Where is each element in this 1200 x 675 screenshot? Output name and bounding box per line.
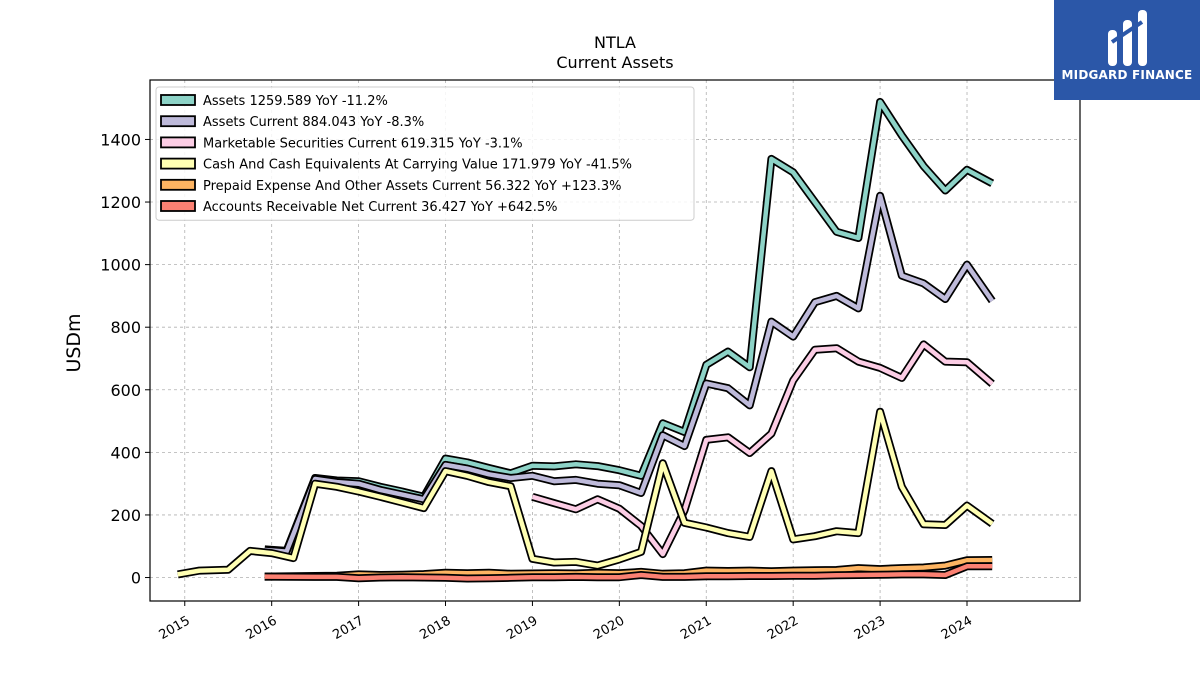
- series-5: [264, 562, 993, 583]
- legend-swatch: [160, 115, 196, 128]
- legend-label: Assets Current 884.043 YoY -8.3%: [203, 115, 424, 130]
- series-line: [177, 409, 994, 577]
- legend-label: Prepaid Expense And Other Assets Current…: [203, 179, 621, 194]
- y-tick-label: 800: [110, 318, 141, 337]
- legend-swatch: [160, 94, 196, 106]
- legend: Assets 1259.589 YoY -11.2% Assets Current…: [155, 86, 695, 221]
- legend-label: Assets 1259.589 YoY -11.2%: [203, 94, 388, 109]
- series-line: [264, 193, 995, 554]
- brand-mark-icon: [1108, 10, 1147, 66]
- x-tick-label: 2015: [157, 613, 193, 643]
- brand-name: MIDGARD FINANCE: [1061, 68, 1193, 82]
- series-line-outline: [177, 407, 995, 579]
- chart-subtitle: Current Assets: [556, 53, 673, 72]
- y-tick-label: 1400: [100, 130, 141, 149]
- legend-swatch: [160, 157, 196, 170]
- series-line: [531, 342, 994, 557]
- x-tick-label: 2022: [765, 613, 801, 643]
- y-tick-label: 600: [110, 381, 141, 400]
- legend-box: [155, 86, 695, 221]
- y-tick-label: 400: [110, 443, 141, 462]
- series-line: [264, 564, 993, 581]
- y-tick-label: 0: [131, 569, 141, 588]
- legend-swatch: [160, 200, 196, 212]
- y-axis-label: USDm: [63, 313, 85, 372]
- legend-label: Accounts Receivable Net Current 36.427 Y…: [203, 200, 558, 215]
- grid: [150, 80, 1080, 601]
- x-tick-label: 2021: [678, 613, 714, 643]
- x-tick-label: 2017: [330, 613, 366, 643]
- x-tick-label: 2016: [244, 613, 280, 643]
- y-tick-label: 200: [110, 506, 141, 525]
- x-tick-label: 2024: [939, 613, 975, 643]
- legend-swatch: [160, 178, 196, 191]
- legend-label: Cash And Cash Equivalents At Carrying Va…: [203, 158, 632, 173]
- series-3: [177, 407, 995, 579]
- x-tick-label: 2018: [417, 613, 453, 643]
- chart-title: NTLA: [594, 33, 636, 52]
- midgard-finance-logo: MIDGARD FINANCE: [1054, 0, 1200, 100]
- plot-frame: [149, 79, 1081, 602]
- series-1: [264, 191, 996, 556]
- x-tick-label: 2020: [591, 613, 627, 643]
- y-tick-label: 1200: [100, 193, 141, 212]
- series-lines: [177, 97, 996, 583]
- x-tick-label: 2019: [504, 613, 540, 643]
- legend-swatch: [160, 136, 196, 149]
- y-tick-label: 1000: [100, 256, 141, 275]
- series-2: [531, 340, 995, 559]
- x-tick-label: 2023: [852, 613, 888, 643]
- legend-label: Marketable Securities Current 619.315 Yo…: [203, 136, 523, 151]
